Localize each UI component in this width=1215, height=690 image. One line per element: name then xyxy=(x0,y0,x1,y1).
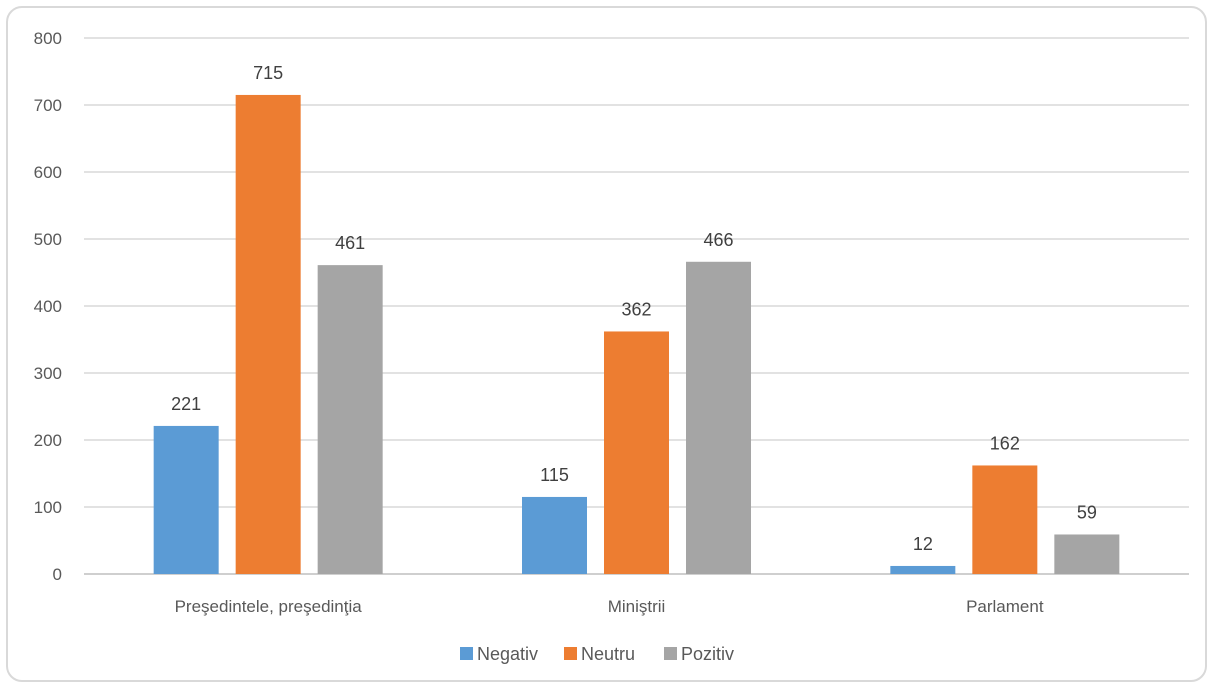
legend-label-pozitiv: Pozitiv xyxy=(681,644,734,664)
data-label: 12 xyxy=(913,534,933,554)
bar-negativ xyxy=(153,425,219,574)
legend-swatch-neutru xyxy=(564,647,577,660)
category-label: Preşedintele, preşedinţia xyxy=(175,597,363,616)
y-tick-label: 100 xyxy=(34,498,62,517)
data-label: 162 xyxy=(990,433,1020,453)
bar-negativ xyxy=(890,565,956,574)
legend-swatch-negativ xyxy=(460,647,473,660)
category-label: Miniştrii xyxy=(608,597,666,616)
y-tick-label: 200 xyxy=(34,431,62,450)
bar-pozitiv xyxy=(1054,534,1120,574)
bar-pozitiv xyxy=(686,261,751,574)
bar-negativ xyxy=(522,496,587,574)
legend-label-neutru: Neutru xyxy=(581,644,635,664)
data-label: 466 xyxy=(703,230,733,250)
bar-neutru xyxy=(604,331,669,574)
y-tick-label: 500 xyxy=(34,230,62,249)
y-tick-label: 600 xyxy=(34,163,62,182)
bar-pozitiv xyxy=(317,265,383,574)
bar-neutru xyxy=(235,94,301,574)
data-label: 59 xyxy=(1077,502,1097,522)
data-label: 115 xyxy=(540,465,569,485)
bar-neutru xyxy=(972,465,1038,574)
y-tick-label: 400 xyxy=(34,297,62,316)
legend-swatch-pozitiv xyxy=(664,647,677,660)
data-label: 461 xyxy=(335,233,365,253)
data-label: 362 xyxy=(621,299,651,319)
data-label: 221 xyxy=(171,394,201,414)
category-label: Parlament xyxy=(966,597,1044,616)
y-tick-label: 700 xyxy=(34,96,62,115)
y-tick-label: 0 xyxy=(53,565,62,584)
y-tick-label: 800 xyxy=(34,29,62,48)
y-tick-label: 300 xyxy=(34,364,62,383)
legend-label-negativ: Negativ xyxy=(477,644,538,664)
data-label: 715 xyxy=(253,63,283,83)
